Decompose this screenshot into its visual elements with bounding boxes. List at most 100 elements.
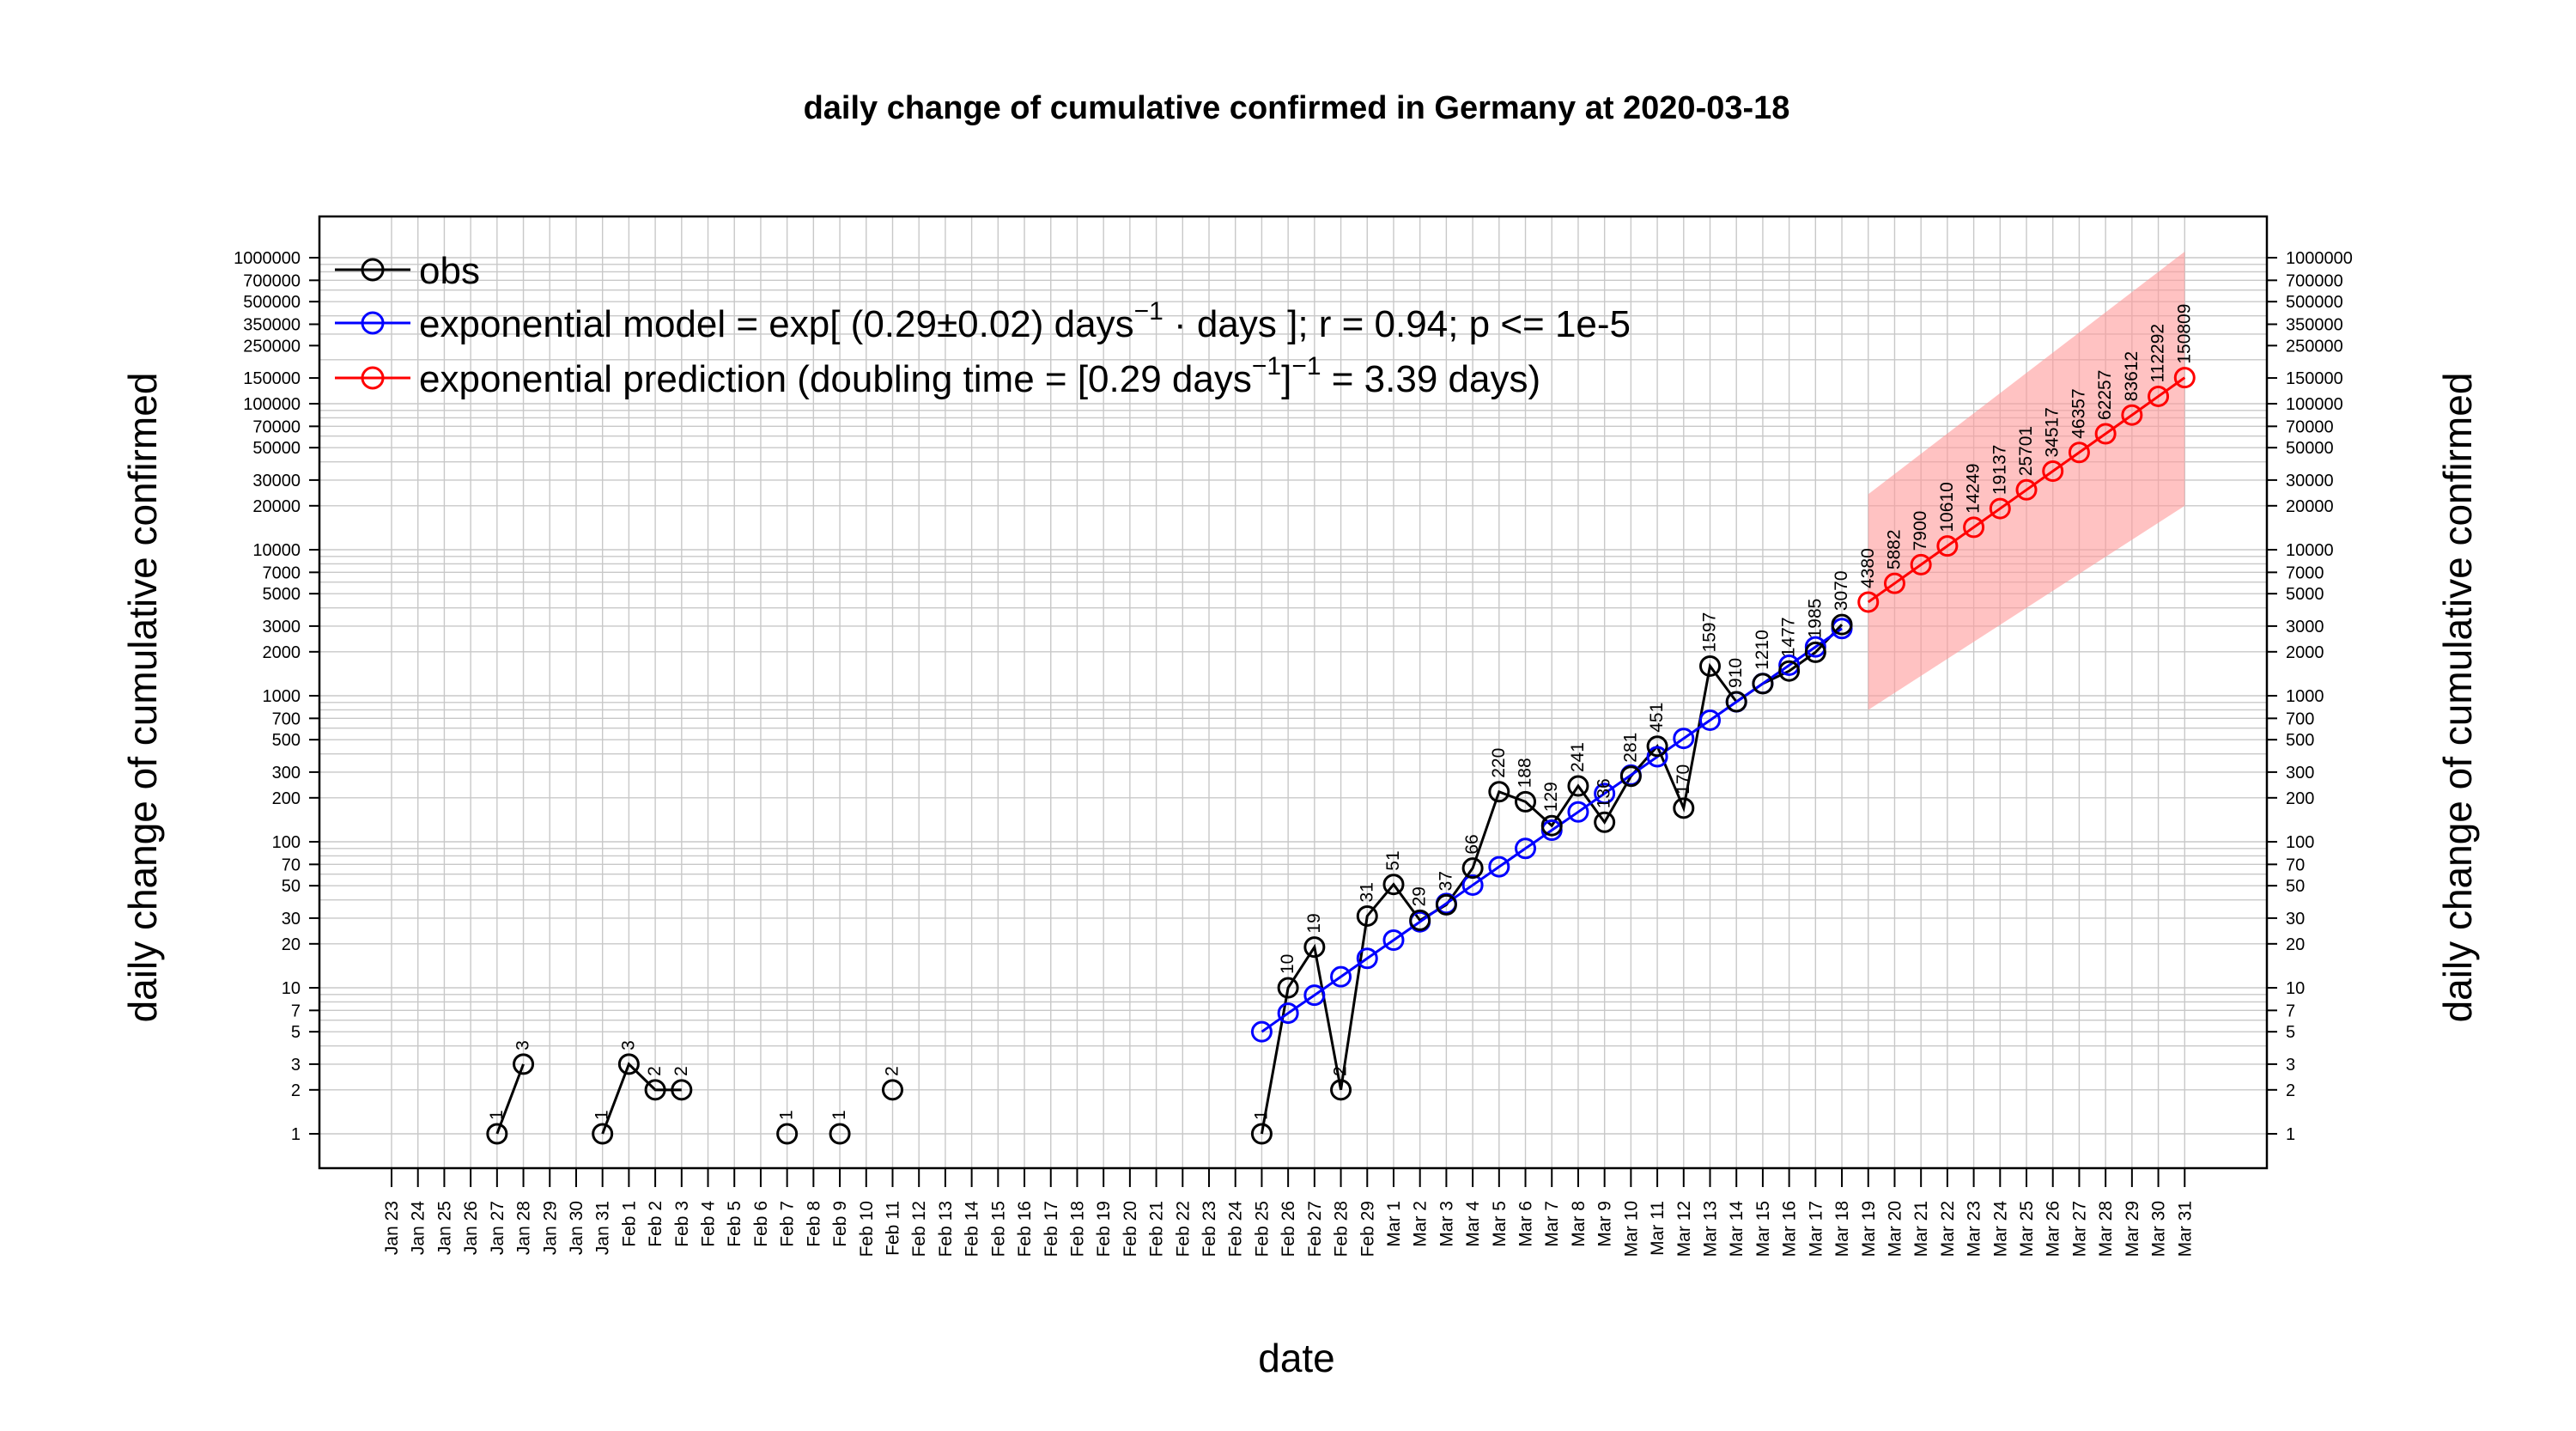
x-tick-label: Feb 8	[804, 1201, 823, 1247]
model-point	[1382, 929, 1405, 952]
legend-prediction-marker	[361, 366, 385, 390]
x-tick-label: Jan 25	[434, 1201, 454, 1255]
prediction-point	[2068, 441, 2090, 464]
x-tick-label: Mar 29	[2123, 1201, 2142, 1257]
x-tick-label: Mar 5	[1490, 1201, 1510, 1247]
prediction-point	[2173, 367, 2196, 389]
y-tick-label-left: 700000	[243, 271, 301, 290]
y-tick-label-right: 500000	[2286, 293, 2343, 312]
x-tick-label: Mar 14	[1727, 1201, 1747, 1257]
x-tick-label: Feb 22	[1173, 1201, 1193, 1257]
obs-data-label: 220	[1489, 748, 1509, 778]
x-tick-label: Feb 2	[646, 1201, 665, 1247]
model-point	[1356, 947, 1378, 970]
obs-point	[881, 1079, 903, 1101]
plot-frame	[318, 215, 2269, 1170]
x-tick-label: Mar 25	[2017, 1201, 2037, 1257]
obs-point	[1540, 814, 1563, 837]
y-tick-label-right: 3	[2286, 1056, 2295, 1075]
prediction-point	[2121, 404, 2143, 426]
x-tick-label: Feb 5	[725, 1201, 744, 1247]
y-tick-label-left: 1	[291, 1125, 301, 1144]
y-tick-label-right: 1000	[2286, 687, 2324, 706]
y-tick-label-right: 30000	[2286, 472, 2334, 490]
y-tick-label-left: 20	[282, 935, 301, 954]
y-tick-label-left: 1000000	[234, 249, 301, 268]
obs-point	[1435, 893, 1457, 916]
prediction-data-label: 83612	[2122, 351, 2142, 401]
y-tick-label-left: 30000	[252, 472, 301, 490]
obs-data-label: 3	[618, 1040, 638, 1050]
x-tick-label: Feb 19	[1094, 1201, 1114, 1257]
y-tick-label-right: 1	[2286, 1125, 2295, 1144]
obs-point	[1673, 797, 1695, 819]
y-tick-label-left: 10000	[252, 541, 301, 560]
obs-point	[1619, 765, 1642, 788]
y-tick-label-left: 500000	[243, 293, 301, 312]
legend-model-sup: −1	[1134, 297, 1163, 326]
obs-point	[1409, 909, 1431, 931]
obs-data-label: 136	[1595, 778, 1614, 808]
model-point	[1673, 728, 1695, 750]
legend-model-part-d: days ]; r = 0.94; p <= 1e-5	[1197, 303, 1631, 345]
y-tick-label-left: 70	[282, 856, 301, 874]
obs-series-line	[601, 1062, 682, 1135]
obs-point	[486, 1123, 508, 1145]
x-tick-label: Mar 31	[2175, 1201, 2195, 1257]
obs-point	[829, 1123, 851, 1145]
chart-title: daily change of cumulative confirmed in …	[804, 90, 1790, 126]
obs-point	[1382, 874, 1405, 896]
prediction-point	[1989, 497, 2011, 520]
x-tick-label: Mar 15	[1753, 1201, 1773, 1257]
legend-obs-label: obs	[419, 250, 480, 292]
obs-point	[671, 1079, 693, 1101]
obs-data-label: 2	[671, 1066, 691, 1076]
y-tick-label-right: 500	[2286, 731, 2314, 750]
model-point	[1804, 636, 1826, 658]
obs-point	[1461, 857, 1484, 880]
legend-model-pm: ±	[937, 303, 957, 345]
x-tick-label: Feb 21	[1147, 1201, 1167, 1257]
x-tick-label: Feb 16	[1015, 1201, 1035, 1257]
x-tick-label: Mar 2	[1411, 1201, 1431, 1247]
prediction-data-label: 150809	[2174, 304, 2194, 364]
obs-data-label: 3070	[1832, 570, 1851, 611]
x-tick-label: Feb 11	[883, 1201, 902, 1256]
y-tick-label-left: 30	[282, 910, 301, 929]
obs-point	[1277, 977, 1299, 999]
y-tick-label-right: 200	[2286, 789, 2314, 808]
prediction-series-line	[1867, 376, 2186, 604]
model-point	[1461, 874, 1484, 896]
obs-point	[1725, 691, 1747, 713]
y-tick-label-right: 700	[2286, 709, 2314, 728]
y-tick-label-left: 700	[272, 709, 301, 728]
y-tick-label-left: 1000	[263, 687, 301, 706]
model-point	[1250, 1020, 1273, 1043]
y-axis-title-left: daily change of cumulative confirmed	[120, 373, 165, 1023]
y-tick-label-right: 7000	[2286, 563, 2324, 582]
y-tick-label-left: 350000	[243, 316, 301, 335]
y-tick-label-left: 200	[272, 789, 301, 808]
y-tick-label-right: 10000	[2286, 541, 2334, 560]
x-tick-label: Mar 11	[1648, 1201, 1668, 1256]
y-tick-label-right: 150000	[2286, 369, 2343, 388]
obs-data-label: 1597	[1700, 612, 1720, 653]
obs-data-label: 281	[1620, 733, 1640, 763]
y-tick-label-right: 20000	[2286, 497, 2334, 516]
prediction-data-label: 10610	[1937, 482, 1957, 532]
x-tick-label: Feb 25	[1252, 1201, 1272, 1257]
obs-data-label: 66	[1462, 834, 1482, 854]
obs-point	[1330, 1079, 1352, 1101]
y-tick-label-left: 150000	[243, 369, 301, 388]
model-point	[1303, 984, 1326, 1007]
obs-data-label: 1	[829, 1110, 849, 1120]
x-tick-label: Jan 31	[593, 1201, 613, 1255]
y-tick-label-right: 100	[2286, 833, 2314, 852]
x-tick-label: Feb 28	[1332, 1201, 1352, 1257]
x-tick-label: Jan 30	[567, 1201, 586, 1255]
y-tick-label-right: 50	[2286, 877, 2305, 896]
prediction-point	[1910, 553, 1932, 575]
x-tick-label: Feb 10	[857, 1201, 877, 1257]
x-tick-label: Feb 29	[1358, 1201, 1377, 1257]
